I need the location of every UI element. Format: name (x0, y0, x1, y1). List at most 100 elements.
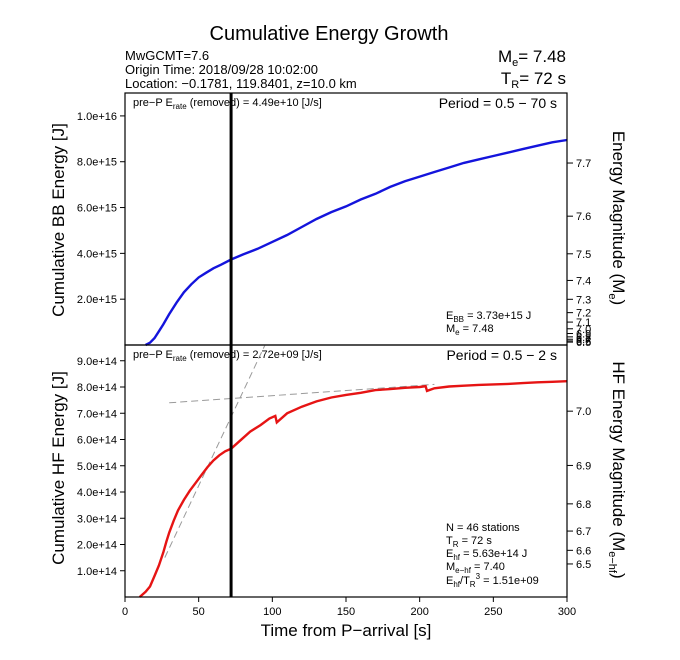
hf-stations-annotation: N = 46 stations (446, 522, 520, 534)
hf-tr-annotation: TR = 72 s (446, 535, 492, 549)
hf-ratio-slash: /T (460, 575, 470, 587)
hf-y-tick-label: 4.0e+14 (77, 487, 117, 499)
hf-y-tick-label: 7.0e+14 (77, 408, 117, 420)
header-me-label: M (498, 47, 512, 66)
x-tick-label: 100 (263, 606, 281, 618)
hf-right-label-sub: e−hf (606, 551, 618, 574)
hf-ratio-e-sub: hf (453, 580, 460, 589)
hf-right-label-end: ) (609, 573, 628, 579)
bb-energy-curve (145, 138, 568, 347)
hf-period-label: Period = 0.5 − 2 s (446, 347, 557, 363)
hf-tr-value: = 72 s (459, 535, 493, 547)
info-line-1: MwGCMT=7.6 (125, 48, 209, 63)
hf-m-annotation: Me−hf = 7.40 (446, 561, 505, 575)
hf-y-axis-label: Cumulative HF Energy [J] (49, 371, 68, 565)
bb-m-sub: e (455, 328, 460, 337)
hf-y-tick-label: 9.0e+14 (77, 356, 117, 368)
x-axis-label: Time from P−arrival [s] (261, 621, 432, 640)
bb-prep-sub: rate (173, 102, 187, 111)
hf-energy-curve (138, 380, 568, 598)
hf-y-tick-label: 5.0e+14 (77, 461, 117, 473)
bb-prep-annotation: pre−P Erate (removed) = 4.49e+10 [J/s] (133, 97, 322, 111)
hf-right-tick-label: 6.7 (576, 526, 591, 538)
hf-right-tick-label: 6.6 (576, 545, 591, 557)
hf-e-sub: hf (453, 553, 460, 562)
hf-prep-sub: rate (173, 354, 187, 363)
bb-y-tick-label: 4.0e+15 (77, 248, 117, 260)
hf-tr-label: T (446, 535, 453, 547)
bb-right-tick-label: 6.5 (576, 337, 591, 349)
header-tr-sub: R (511, 79, 519, 91)
bb-right-tick-label: 7.2 (576, 308, 591, 320)
bb-energy-panel: 2.0e+15 4.0e+15 6.0e+15 8.0e+15 1.0e+16 6.56… (49, 92, 628, 349)
bb-me-annotation: Me = 7.48 (446, 323, 494, 337)
hf-ratio-value: = 1.51e+09 (480, 575, 539, 587)
x-tick-label: 200 (410, 606, 428, 618)
x-tick-label: 300 (558, 606, 576, 618)
info-line-3: Location: −0.1781, 119.8401, z=10.0 km (125, 76, 357, 91)
header-tr-label: T (501, 69, 511, 88)
bb-e-value: = 3.73e+15 J (464, 310, 531, 322)
x-tick-label: 250 (484, 606, 502, 618)
bb-e-sub: BB (453, 315, 464, 324)
hf-y-tick-label: 1.0e+14 (77, 566, 117, 578)
bb-right-tick-label: 6.9 (576, 329, 591, 341)
bb-m-value: = 7.48 (460, 323, 494, 335)
x-tick-label: 150 (337, 606, 355, 618)
hf-m-label: M (446, 561, 455, 573)
bb-y-tick-label: 6.0e+15 (77, 203, 117, 215)
info-line-2: Origin Time: 2018/09/28 10:02:00 (125, 62, 318, 77)
hf-right-label-text: HF Energy Magnitude (M (609, 361, 628, 551)
bb-right-tick-label: 7.7 (576, 158, 591, 170)
hf-y-tick-label: 6.0e+14 (77, 435, 117, 447)
header-tr: TR= 72 s (501, 69, 566, 91)
hf-right-axis-label: HF Energy Magnitude (Me−hf) (606, 361, 628, 578)
hf-prep-suffix: (removed) = 2.72e+09 [J/s] (187, 349, 322, 361)
hf-ratio-sup: 3 (476, 572, 481, 581)
bb-right-label-text: Energy Magnitude (M (609, 131, 628, 294)
hf-y-tick-label: 2.0e+14 (77, 540, 117, 552)
bb-right-tick-label: 6.6 (576, 336, 591, 348)
hf-m-sub: e−hf (455, 566, 472, 575)
hf-right-tick-label: 6.5 (576, 559, 591, 571)
bb-right-tick-label: 7.4 (576, 275, 591, 287)
bb-right-label-end: ) (609, 299, 628, 305)
bb-right-tick-label: 7.0 (576, 324, 591, 336)
hf-fit-line (169, 383, 435, 404)
bb-right-tick-label: 7.5 (576, 249, 591, 261)
chart-title: Cumulative Energy Growth (210, 23, 449, 45)
hf-ratio-t-sub: R (470, 580, 476, 589)
hf-fit-line (164, 344, 266, 558)
bb-right-tick-label: 7.1 (576, 317, 591, 329)
bb-y-tick-label: 2.0e+15 (77, 294, 117, 306)
x-tick-label: 50 (193, 606, 205, 618)
hf-energy-panel: 1.0e+14 2.0e+14 3.0e+14 4.0e+14 5.0e+14 6.0e+… (49, 344, 628, 640)
bb-y-tick-label: 1.0e+16 (77, 111, 117, 123)
bb-right-tick-label: 6.7 (576, 334, 591, 346)
bb-energy-annotation: EBB = 3.73e+15 J (446, 310, 531, 324)
header-me: Me= 7.48 (498, 47, 566, 69)
hf-e-annotation: Ehf = 5.63e+14 J (446, 548, 527, 562)
hf-e-value: = 5.63e+14 J (460, 548, 527, 560)
bb-period-label: Period = 0.5 − 70 s (439, 95, 557, 111)
bb-right-tick-label: 7.6 (576, 211, 591, 223)
bb-right-tick-label: 6.8 (576, 332, 591, 344)
bb-right-label-sub: e (606, 293, 618, 299)
bb-y-tick-label: 8.0e+15 (77, 157, 117, 169)
hf-right-tick-label: 7.0 (576, 406, 591, 418)
hf-m-value: = 7.40 (471, 561, 505, 573)
bb-e-label: E (446, 310, 453, 322)
hf-ratio-annotation: Ehf/TR3 = 1.51e+09 (446, 572, 539, 589)
bb-right-tick-label: 7.3 (576, 294, 591, 306)
x-tick-label: 0 (122, 606, 128, 618)
hf-right-tick-label: 6.9 (576, 460, 591, 472)
hf-prep-prefix: pre−P E (133, 349, 173, 361)
hf-ratio-e: E (446, 575, 453, 587)
bb-m-label: M (446, 323, 455, 335)
hf-prep-annotation: pre−P Erate (removed) = 2.72e+09 [J/s] (133, 349, 322, 363)
header-tr-value: = 72 s (519, 69, 566, 88)
header-me-sub: e (512, 57, 518, 69)
bb-y-axis-label: Cumulative BB Energy [J] (49, 123, 68, 317)
bb-prep-suffix: (removed) = 4.49e+10 [J/s] (187, 97, 322, 109)
